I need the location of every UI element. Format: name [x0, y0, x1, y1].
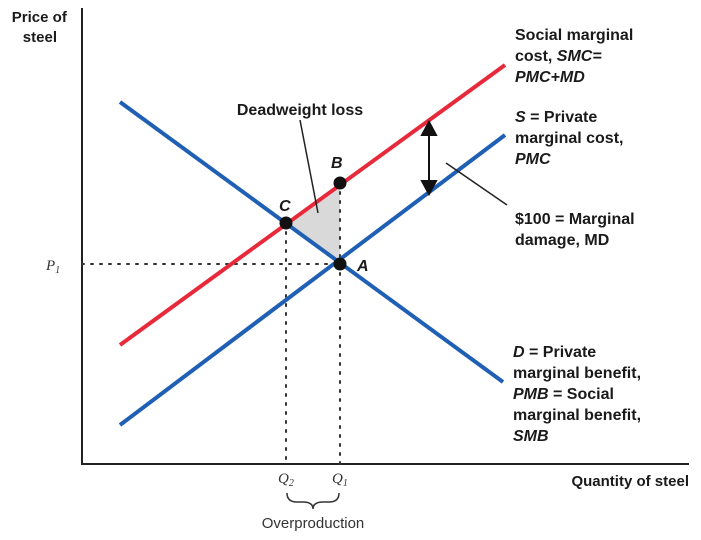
md-leader-line [445, 162, 508, 206]
point-c-label: C [279, 198, 291, 215]
point-c-marker [279, 216, 293, 230]
md-label: $100 = Marginal damage, MD [515, 211, 639, 249]
deadweight-leader-line [299, 119, 319, 214]
smc-line [118, 63, 507, 347]
smc-label: Social marginal cost, SMC= PMC+MD [515, 27, 638, 86]
y-axis-title: Price of steel [12, 9, 71, 46]
point-a-label: A [356, 258, 369, 275]
md-double-arrow [420, 119, 438, 197]
tick-q1: Q1 [332, 471, 348, 489]
deadweight-loss-label: Deadweight loss [237, 102, 363, 119]
tick-p1: P1 [45, 258, 60, 276]
demand-label: D = Private marginal benefit, PMB = Soci… [513, 344, 645, 445]
point-b-marker [333, 176, 347, 190]
deadweight-loss-area [286, 183, 340, 264]
tick-q2: Q2 [278, 471, 294, 489]
point-a-marker [333, 257, 347, 271]
pmc-label: S = Private marginal cost, PMC [515, 109, 628, 168]
overproduction-label: Overproduction [262, 515, 365, 532]
x-axis-title: Quantity of steel [571, 473, 689, 490]
point-b-label: B [331, 155, 343, 172]
demand-line [118, 100, 505, 384]
overproduction-brace [286, 492, 340, 510]
pmc-supply-line [118, 133, 507, 427]
